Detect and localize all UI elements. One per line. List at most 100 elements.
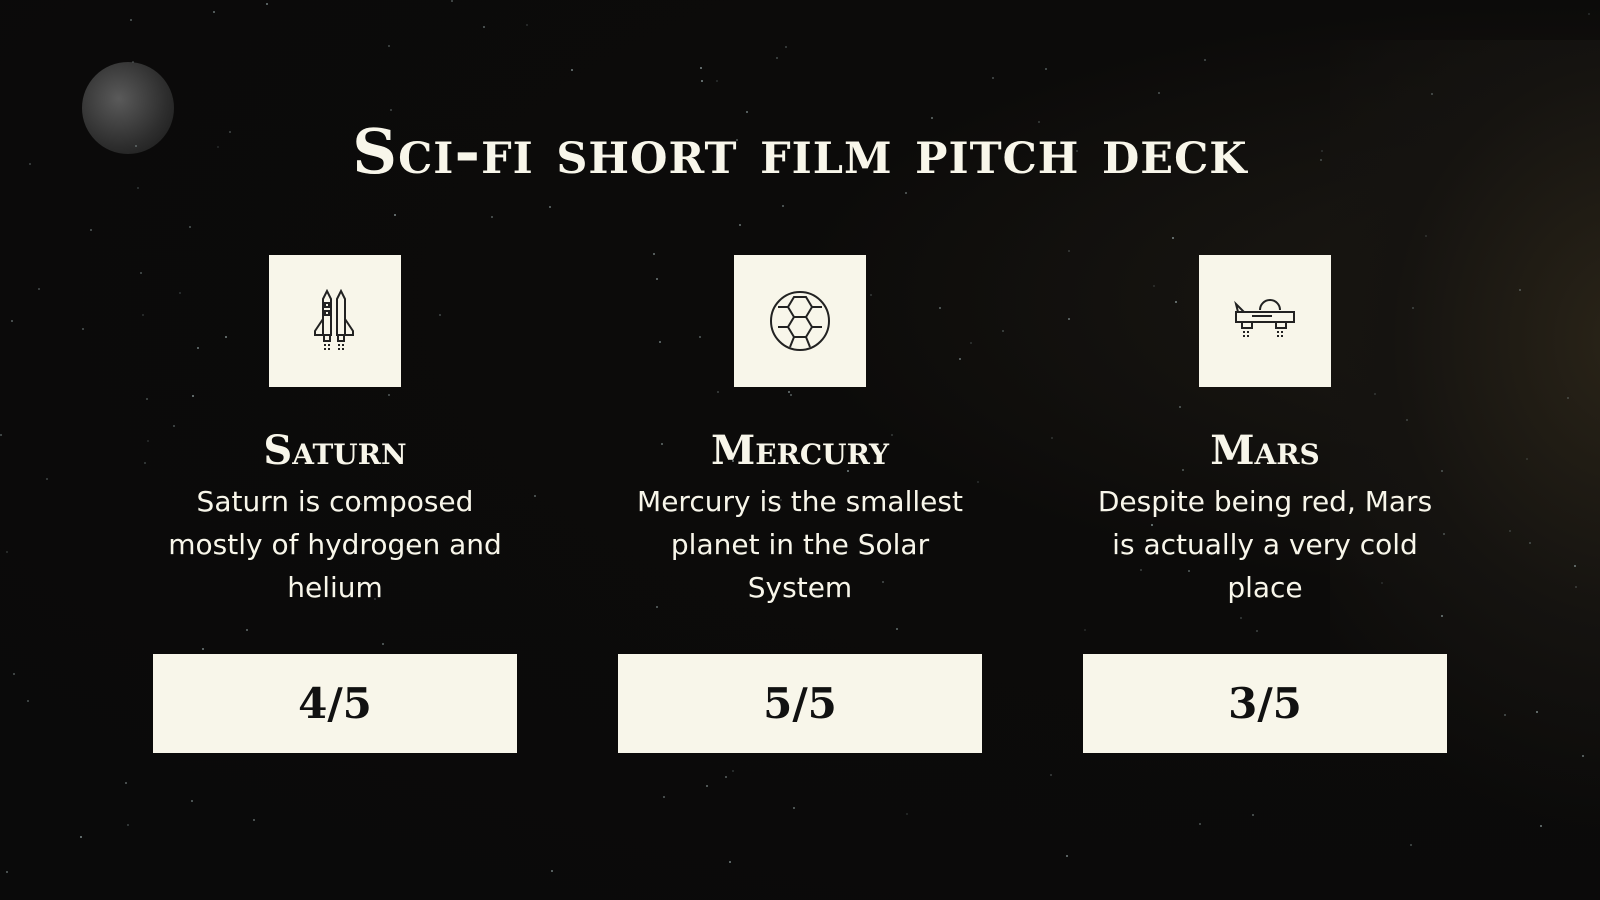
star (725, 776, 728, 779)
star (788, 390, 791, 393)
star (869, 294, 872, 297)
star (0, 433, 3, 436)
star (1139, 568, 1142, 571)
star (26, 699, 29, 702)
star (145, 398, 148, 401)
star (381, 642, 384, 645)
star (716, 80, 719, 83)
star (1068, 318, 1071, 321)
star (217, 146, 220, 149)
star (491, 215, 494, 218)
star (1320, 158, 1323, 161)
star (906, 813, 909, 816)
star (1373, 392, 1376, 395)
card-description: Despite being red, Mars is actually a ve… (1097, 485, 1433, 604)
star (1539, 824, 1542, 827)
star (136, 187, 139, 190)
star (1181, 469, 1184, 472)
star (1037, 121, 1040, 124)
star (1151, 523, 1154, 526)
star (533, 495, 536, 498)
star (1440, 470, 1443, 473)
star (790, 394, 793, 397)
star (90, 228, 93, 231)
star (660, 442, 663, 445)
card-mercury: Mercury Mercury is the smallest planet i… (600, 255, 1000, 609)
star (785, 46, 788, 49)
star (245, 629, 248, 632)
star (1050, 437, 1053, 440)
star (224, 336, 227, 339)
star (728, 860, 731, 863)
star (5, 870, 8, 873)
star (1443, 533, 1446, 536)
star (131, 60, 134, 63)
star (571, 68, 574, 71)
star (1049, 773, 1052, 776)
star (551, 869, 554, 872)
star (731, 459, 734, 462)
star (253, 819, 256, 822)
star (976, 480, 979, 483)
star (143, 462, 146, 465)
star (705, 785, 708, 788)
star (776, 57, 779, 60)
star (192, 395, 195, 398)
star (387, 394, 390, 397)
star (658, 341, 661, 344)
star (1066, 855, 1069, 858)
card-description: Mercury is the smallest planet in the So… (637, 485, 963, 604)
star (992, 76, 995, 79)
star (1045, 68, 1048, 71)
star (191, 800, 194, 803)
star (390, 108, 393, 111)
star (1525, 457, 1528, 460)
star (732, 770, 735, 773)
earth-background (1330, 40, 1600, 900)
rating-mercury: 5/5 (618, 654, 982, 753)
star (1587, 12, 1590, 15)
star (202, 648, 205, 651)
star (82, 328, 85, 331)
star (406, 547, 409, 550)
card-description: Saturn is composed mostly of hydrogen an… (168, 485, 502, 604)
card-saturn: Saturn Saturn is composed mostly of hydr… (135, 255, 535, 609)
star (387, 45, 390, 48)
star (1188, 569, 1191, 572)
star (5, 551, 8, 554)
star (46, 477, 49, 480)
star (142, 313, 145, 316)
star (360, 503, 363, 506)
card-mars: Mars Despite being red, Mars is actually… (1065, 255, 1465, 609)
star (735, 139, 738, 142)
flying-car-icon (1199, 255, 1331, 387)
star (1198, 822, 1201, 825)
star (938, 307, 941, 310)
star (1083, 629, 1086, 632)
page-title: Sci-fi short film pitch deck (352, 115, 1248, 188)
star (228, 130, 231, 133)
star (492, 547, 495, 550)
card-title: Saturn (263, 427, 407, 474)
star (1508, 530, 1511, 533)
star (1240, 616, 1243, 619)
star (394, 214, 397, 217)
star (1405, 418, 1408, 421)
star (1431, 93, 1434, 96)
star (846, 469, 849, 472)
star (958, 357, 961, 360)
star (896, 628, 899, 631)
star (373, 598, 376, 601)
star (126, 824, 129, 827)
moon-image (82, 62, 174, 154)
star (663, 795, 666, 798)
card-title: Mercury (711, 427, 889, 474)
star (618, 163, 621, 166)
star (698, 335, 701, 338)
star (451, 0, 454, 3)
hexagon-planet-icon (734, 255, 866, 387)
star (1529, 542, 1532, 545)
star (1410, 843, 1413, 846)
star (1076, 150, 1079, 153)
star (653, 253, 656, 256)
